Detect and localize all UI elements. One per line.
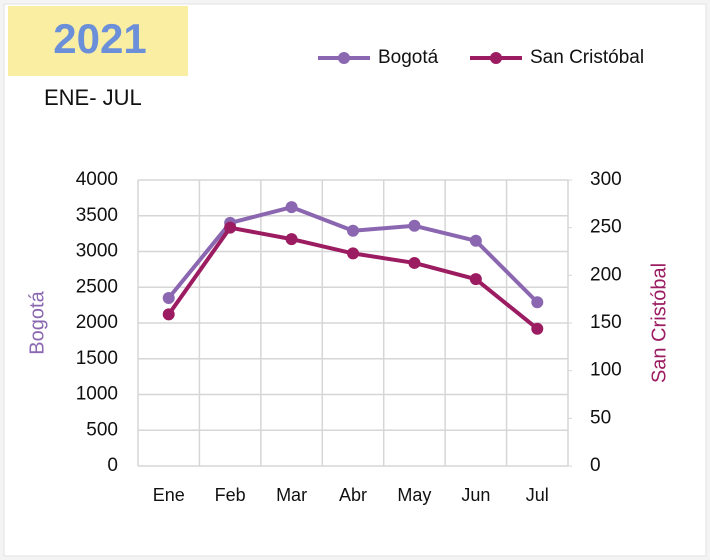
x-tick-label: Jul	[526, 485, 549, 505]
y2-tick-label: 300	[590, 169, 622, 190]
point	[408, 256, 421, 269]
y-tick-label: 4000	[76, 169, 118, 190]
y-tick-label: 2000	[76, 312, 118, 333]
y2-axis-label: San Cristóbal	[648, 263, 670, 383]
point	[285, 233, 298, 246]
legend-marker	[490, 52, 502, 64]
y-tick-label: 2500	[76, 276, 118, 297]
y-axis-label: Bogotá	[26, 290, 48, 354]
point	[162, 308, 175, 321]
y2-tick-label: 250	[590, 217, 622, 238]
y2-tick-label: 100	[590, 360, 622, 381]
legend-label: Bogotá	[378, 47, 439, 68]
point	[531, 296, 544, 309]
legend-marker	[338, 52, 350, 64]
y-tick-label: 1500	[76, 348, 118, 369]
point	[224, 221, 237, 234]
x-tick-label: Mar	[276, 485, 307, 505]
point	[408, 219, 421, 232]
y-tick-label: 3500	[76, 205, 118, 226]
chart-subtitle: ENE- JUL	[44, 85, 142, 110]
y2-tick-label: 50	[590, 407, 611, 428]
y-tick-label: 0	[107, 455, 118, 476]
card	[3, 3, 707, 557]
x-tick-label: Jun	[461, 485, 490, 505]
point	[469, 273, 482, 286]
x-tick-label: Ene	[153, 485, 185, 505]
y2-tick-label: 150	[590, 312, 622, 333]
point	[347, 247, 359, 260]
y-tick-label: 500	[86, 419, 118, 440]
point	[162, 291, 175, 304]
y2-tick-label: 200	[590, 264, 622, 285]
x-tick-label: May	[397, 485, 431, 505]
y-tick-label: 1000	[76, 384, 118, 405]
point	[531, 322, 544, 335]
x-tick-label: Abr	[339, 485, 367, 505]
point	[347, 224, 359, 237]
point	[469, 234, 482, 247]
y-tick-label: 3000	[76, 241, 118, 262]
x-tick-label: Feb	[215, 485, 246, 505]
title-box	[8, 6, 188, 76]
legend-label: San Cristóbal	[530, 47, 644, 68]
chart-title: 2021	[53, 15, 146, 62]
y2-tick-label: 0	[590, 455, 601, 476]
point	[285, 201, 298, 214]
